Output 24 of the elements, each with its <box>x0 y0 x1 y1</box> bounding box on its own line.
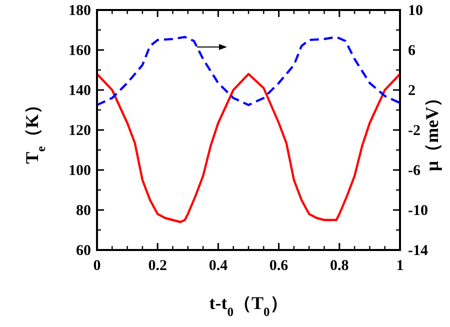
y-tick-label: 100 <box>68 163 91 179</box>
y2-tick-label: -10 <box>408 203 428 219</box>
y-tick-label: 120 <box>68 123 91 139</box>
y-tick-label: 60 <box>76 243 91 259</box>
x-tick-label: 0.4 <box>208 258 228 274</box>
y-tick-label: 80 <box>76 203 91 219</box>
y2-tick-label: -6 <box>408 163 421 179</box>
y2-tick-label: -2 <box>408 123 420 139</box>
y2-tick-label: 2 <box>408 83 416 99</box>
x-axis-title: t-t$_{0}$（T$_{0}$） <box>209 293 288 319</box>
y-tick-label: 140 <box>68 83 91 99</box>
y2-tick-label: 6 <box>408 43 416 59</box>
y2-tick-label: 10 <box>408 3 423 19</box>
x-tick-label: 0.6 <box>269 258 289 274</box>
y2-tick-label: -14 <box>408 243 428 259</box>
x-tick-label: 0.8 <box>330 258 349 274</box>
line-series <box>96 36 402 106</box>
y2-axis-title: μ（meV） <box>422 88 442 172</box>
y-tick-label: 180 <box>68 3 91 19</box>
x-tick-label: 0 <box>93 258 101 274</box>
line-series <box>96 72 402 224</box>
y-tick-label: 160 <box>68 43 91 59</box>
x-tick-label: 0.2 <box>148 258 167 274</box>
x-tick-label: 1 <box>396 258 404 274</box>
